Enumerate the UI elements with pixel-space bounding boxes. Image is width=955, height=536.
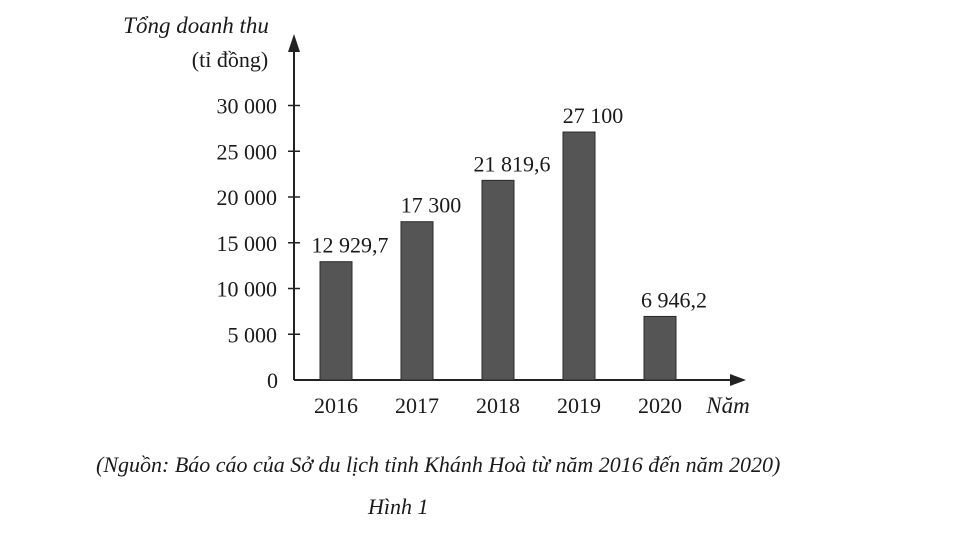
y-tick-label: 0 [267,368,278,393]
bar [481,179,515,381]
data-label: 12 929,7 [312,233,389,258]
bar [400,221,434,381]
data-label: 17 300 [401,193,462,218]
y-axis-arrow [288,34,300,52]
x-tick-label: 2018 [476,393,520,418]
bar-chart: 0 5 000 10 000 15 000 20 000 25 000 30 000 Tổng… [123,13,750,418]
y-axis-title: Tổng doanh thu [123,13,269,38]
y-tick-label: 5 000 [228,322,278,347]
y-tick-label: 25 000 [217,139,278,164]
bar [319,261,353,381]
data-label: 21 819,6 [474,151,551,176]
y-tick-label: 30 000 [217,94,278,119]
x-axis-title: Năm [705,393,749,418]
figure-label: Hình 1 [368,494,429,519]
labels: 0 5 000 10 000 15 000 20 000 25 000 30 000 Tổng… [123,13,750,418]
source-caption: (Nguồn: Báo cáo của Sở du lịch tỉnh Khán… [96,452,781,477]
bar [643,315,677,381]
x-tick-label: 2020 [638,393,682,418]
y-tick-label: 15 000 [217,231,278,256]
y-tick-label: 10 000 [217,277,278,302]
x-tick-label: 2017 [395,393,439,418]
x-axis-arrow [730,374,746,386]
data-label: 27 100 [563,103,624,128]
x-tick-label: 2019 [557,393,601,418]
data-label: 6 946,2 [641,287,707,312]
bars [319,131,677,381]
y-axis-unit: (tỉ đồng) [192,47,268,72]
axes [288,34,746,386]
x-tick-label: 2016 [314,393,358,418]
y-tick-label: 20 000 [217,185,278,210]
bar [562,131,596,381]
